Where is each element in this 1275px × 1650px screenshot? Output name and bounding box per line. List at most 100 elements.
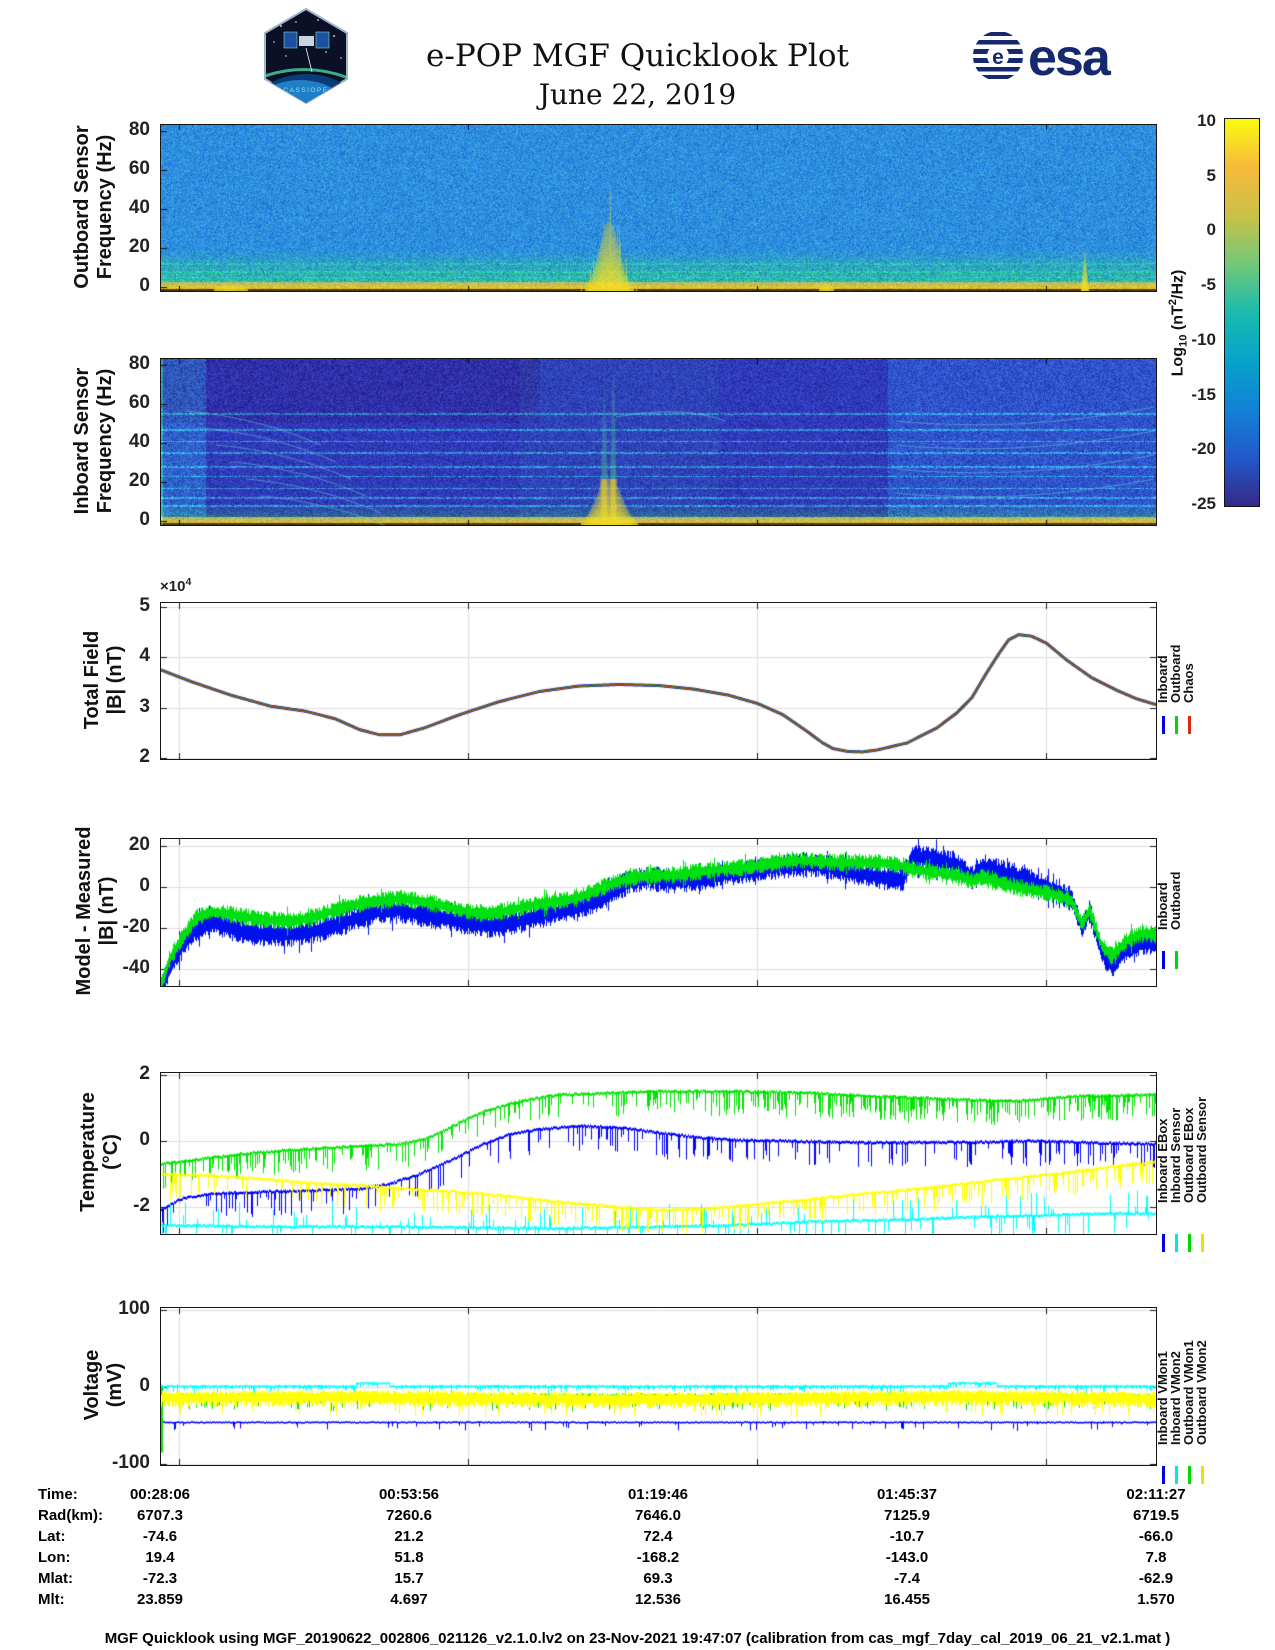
colorbar-tick: -20 xyxy=(1191,439,1216,458)
legend-label-outboard-sensor: Outboard Sensor xyxy=(1194,1096,1209,1203)
legend-marker-outboard-vmon1 xyxy=(1188,1466,1191,1484)
table-cell: 7646.0 xyxy=(635,1507,681,1524)
table-cell: -74.6 xyxy=(142,1528,178,1545)
table-row: Lat: -74.6 21.2 72.4 -10.7 -66.0 xyxy=(0,1528,1275,1548)
table-row: Time: 00:28:06 00:53:56 01:19:46 01:45:3… xyxy=(0,1486,1275,1506)
total-field-plot-canvas xyxy=(160,602,1157,760)
esa-globe-letter: e xyxy=(992,46,1004,69)
y-tick-label: 0 xyxy=(139,275,150,296)
table-cell: 15.7 xyxy=(394,1570,424,1587)
y-tick-label: 3 xyxy=(139,696,150,717)
table-cell: 69.3 xyxy=(643,1570,673,1587)
colorbar-tick: -5 xyxy=(1200,275,1216,294)
y-tick-label: 0 xyxy=(139,1129,150,1150)
row-label: Rad(km): xyxy=(38,1507,104,1524)
legend-label-chaos: Chaos xyxy=(1181,663,1196,703)
y-tick-label: 2 xyxy=(139,1063,150,1084)
esa-globe-icon: e xyxy=(972,30,1024,82)
table-cell: -168.2 xyxy=(636,1549,680,1566)
table-cell: 23.859 xyxy=(137,1591,183,1608)
colorbar-tick: 5 xyxy=(1206,166,1216,185)
table-cell: 6707.3 xyxy=(137,1507,183,1524)
table-cell: 4.697 xyxy=(390,1591,428,1608)
colorbar-tick: -10 xyxy=(1191,330,1216,349)
table-cell: 21.2 xyxy=(394,1528,424,1545)
table-row: Mlat: -72.3 15.7 69.3 -7.4 -62.9 xyxy=(0,1570,1275,1590)
table-cell: 01:19:46 xyxy=(627,1486,689,1503)
table-cell: 00:53:56 xyxy=(378,1486,440,1503)
table-cell: 19.4 xyxy=(145,1549,175,1566)
model-measured-plot-canvas xyxy=(160,838,1157,987)
legend-marker-outboard-vmon2 xyxy=(1201,1466,1204,1484)
temperature-plot-canvas xyxy=(160,1072,1157,1235)
y-tick-label: 60 xyxy=(128,158,150,179)
row-label: Mlt: xyxy=(38,1591,65,1608)
table-cell: 02:11:27 xyxy=(1126,1486,1186,1503)
table-cell: 51.8 xyxy=(394,1549,424,1566)
y-tick-label: 20 xyxy=(128,834,150,855)
patch-text: CASSIOPE xyxy=(283,87,328,94)
table-cell: -72.3 xyxy=(142,1570,178,1587)
y-tick-label: 20 xyxy=(128,236,150,257)
y-tick-label: -2 xyxy=(133,1195,150,1216)
y-tick-label: -20 xyxy=(122,916,150,937)
y-tick-label: 4 xyxy=(139,645,150,666)
table-cell: 6719.5 xyxy=(1133,1507,1179,1524)
y-tick-label: 80 xyxy=(128,353,150,374)
colorbar-tick: -15 xyxy=(1191,385,1216,404)
inboard-spectrogram-canvas xyxy=(160,358,1157,526)
footer-text: MGF Quicklook using MGF_20190622_002806_… xyxy=(104,1630,1171,1647)
y-tick-label: 40 xyxy=(128,197,150,218)
table-cell: 12.536 xyxy=(635,1591,681,1608)
table-cell: 7260.6 xyxy=(386,1507,432,1524)
cassiope-mission-patch: CASSIOPE xyxy=(256,7,356,105)
y-tick-label: 80 xyxy=(128,119,150,140)
colorbar-tick: -25 xyxy=(1191,494,1216,513)
colorbar-tick: 0 xyxy=(1206,220,1216,239)
legend-marker-inboard-vmon1 xyxy=(1162,1466,1165,1484)
row-label: Lon: xyxy=(38,1549,71,1566)
table-cell: 7125.9 xyxy=(884,1507,930,1524)
row-label: Time: xyxy=(38,1486,78,1503)
table-cell: 16.455 xyxy=(884,1591,930,1608)
table-cell: 00:28:06 xyxy=(129,1486,191,1503)
legend-marker-inboard-ebox xyxy=(1162,1234,1165,1252)
y-tick-label: 5 xyxy=(139,595,150,616)
row-label: Mlat: xyxy=(38,1570,73,1587)
table-cell: -143.0 xyxy=(885,1549,929,1566)
table-cell: -66.0 xyxy=(1138,1528,1174,1545)
y-tick-label: 60 xyxy=(128,392,150,413)
y-axis-exponent: ×104 xyxy=(160,576,192,595)
y-tick-label: 2 xyxy=(139,746,150,767)
table-cell: 01:45:37 xyxy=(876,1486,938,1503)
table-cell: -7.4 xyxy=(894,1570,920,1587)
y-tick-label: -100 xyxy=(111,1452,150,1473)
voltage-plot-canvas xyxy=(160,1307,1157,1466)
table-row: Mlt: 23.859 4.697 12.536 16.455 1.570 xyxy=(0,1591,1275,1611)
y-tick-label: 0 xyxy=(139,1375,150,1396)
legend-marker-outboard-ebox xyxy=(1188,1234,1191,1252)
legend-marker-outboard xyxy=(1175,951,1178,969)
outboard-spectrogram-canvas xyxy=(160,124,1157,292)
legend-marker-chaos xyxy=(1188,716,1191,734)
legend-label-outboard: Outboard xyxy=(1168,871,1183,931)
table-cell: -10.7 xyxy=(889,1528,925,1545)
page-date: June 22, 2019 xyxy=(538,78,737,111)
legend-marker-inboard xyxy=(1162,716,1165,734)
page-title: e-POP MGF Quicklook Plot xyxy=(426,38,849,74)
legend-marker-outboard-sensor xyxy=(1201,1234,1204,1252)
table-cell: -62.9 xyxy=(1138,1570,1174,1587)
y-tick-label: 0 xyxy=(139,509,150,530)
legend-marker-inboard-sensor xyxy=(1175,1234,1178,1252)
table-cell: 1.570 xyxy=(1137,1591,1175,1608)
y-tick-label: 20 xyxy=(128,470,150,491)
y-tick-label: -40 xyxy=(122,957,150,978)
legend-marker-outboard xyxy=(1175,716,1178,734)
esa-wordmark: esa xyxy=(1028,29,1111,87)
row-label: Lat: xyxy=(38,1528,66,1545)
y-tick-label: 0 xyxy=(139,875,150,896)
y-tick-label: 40 xyxy=(128,431,150,452)
colorbar xyxy=(1224,118,1260,507)
colorbar-tick: 10 xyxy=(1197,111,1216,130)
